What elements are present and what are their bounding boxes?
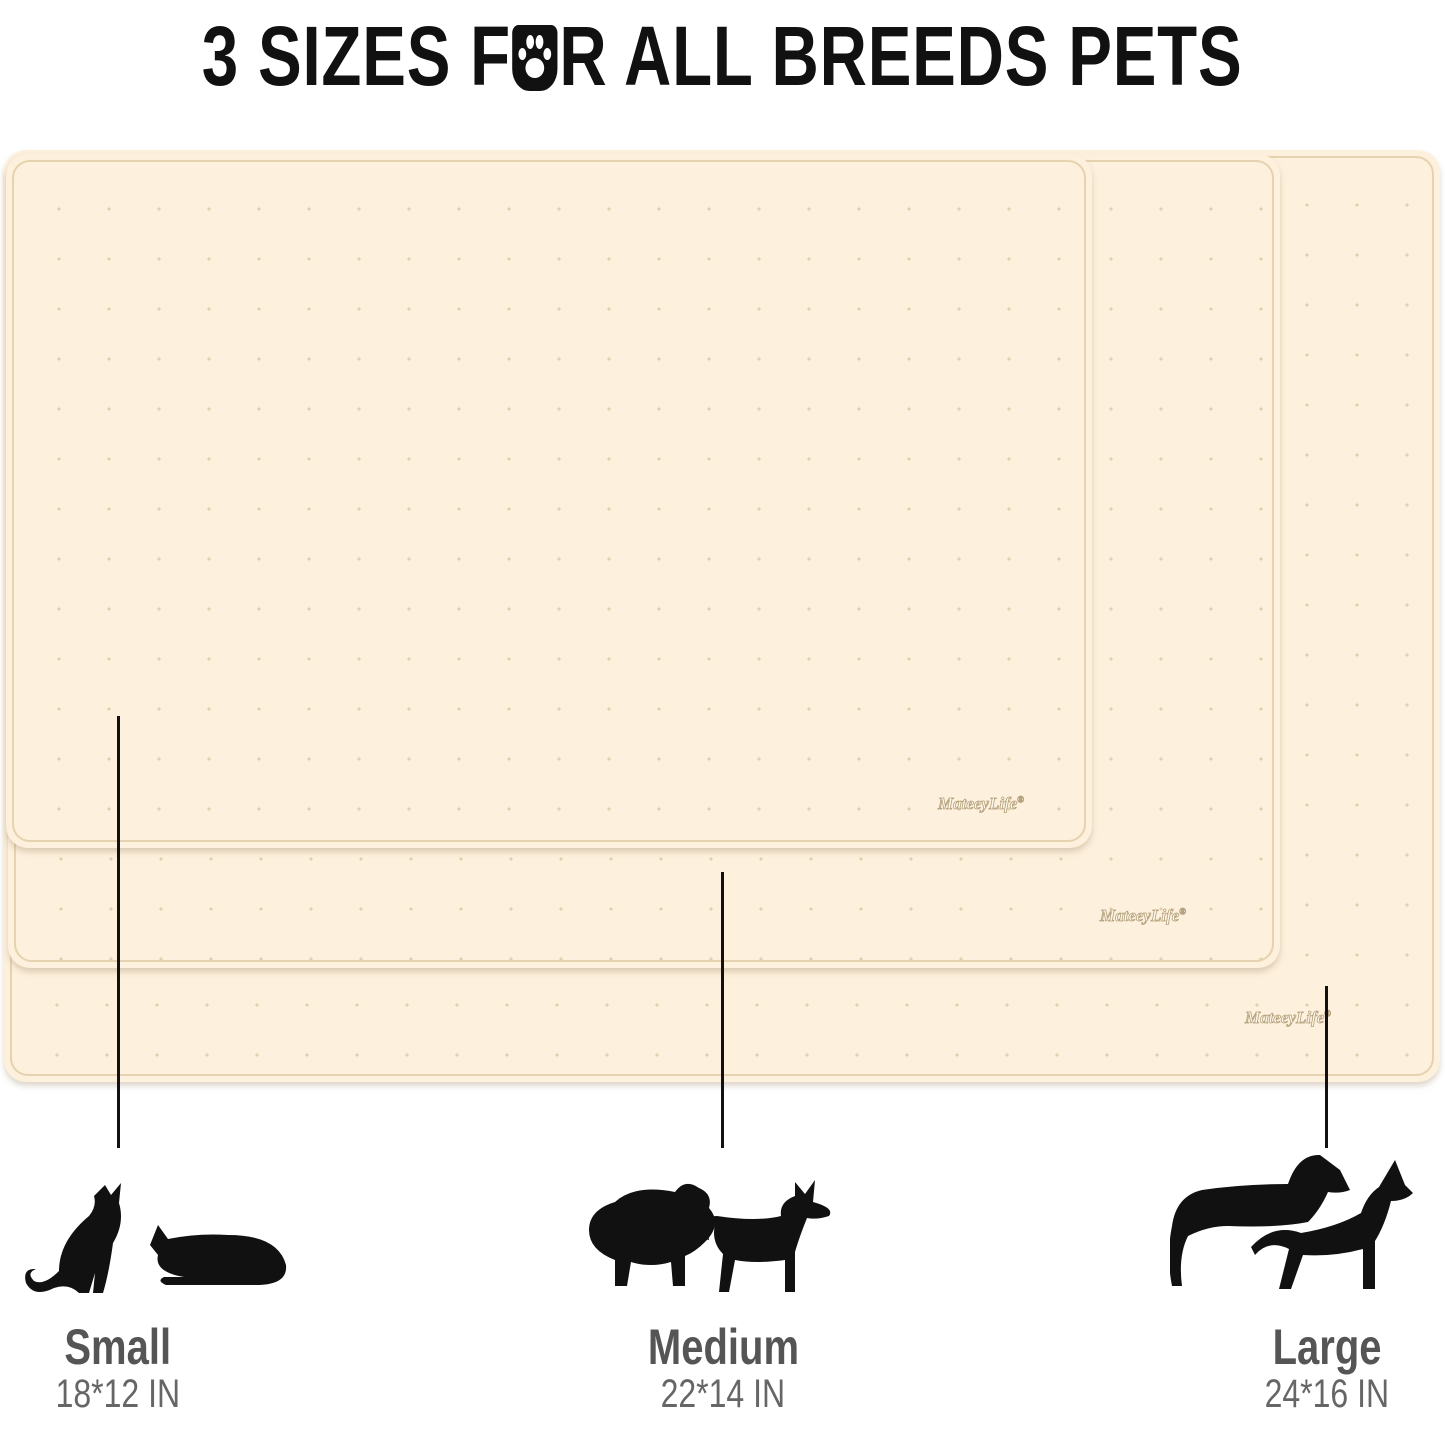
size-name: Small [64, 1319, 172, 1375]
small-dog-silhouettes-icon [589, 1180, 831, 1292]
brand-logo-medium: MateeyLife® [1100, 906, 1187, 926]
size-label-small: Small 18*12 IN [0, 1318, 268, 1417]
brand-logo-large: MateeyLife® [1245, 1008, 1332, 1028]
size-dimensions: 24*16 IN [1264, 1372, 1390, 1416]
small-mat [6, 154, 1092, 848]
brand-logo-small: MateeyLife® [938, 794, 1025, 814]
large-dog-silhouettes-icon [1170, 1154, 1413, 1289]
size-dimensions: 22*14 IN [660, 1372, 786, 1416]
small-pointer-line [117, 716, 120, 1148]
medium-pointer-line [721, 872, 724, 1148]
headline-part: 3 SIZES F [202, 9, 512, 103]
paw-icon [512, 25, 559, 91]
size-name: Medium [647, 1319, 799, 1375]
size-dimensions: 18*12 IN [55, 1372, 181, 1416]
large-pointer-line [1325, 986, 1328, 1148]
size-label-medium: Medium 22*14 IN [573, 1318, 873, 1417]
cat-silhouettes-icon [25, 1183, 287, 1293]
headline: 3 SIZES F R ALL BREEDS PETS [0, 8, 1445, 105]
size-label-large: Large 24*16 IN [1177, 1318, 1445, 1417]
headline-part: R ALL BREEDS PETS [559, 9, 1243, 103]
size-name: Large [1272, 1319, 1382, 1375]
